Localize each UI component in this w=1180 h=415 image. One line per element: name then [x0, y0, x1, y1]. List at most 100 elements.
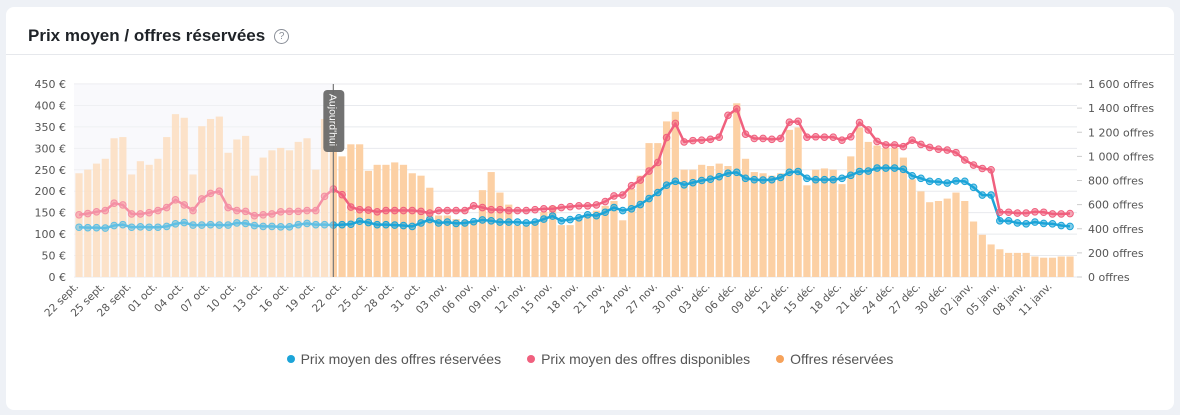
- bar-reserved-offers: [443, 215, 451, 277]
- point-available-price: [873, 137, 881, 146]
- bar-reserved-offers: [575, 219, 583, 277]
- point-reserved-price: [355, 217, 364, 226]
- point-reserved-price: [294, 220, 303, 229]
- point-reserved-price: [224, 221, 232, 229]
- point-available-price: [575, 202, 583, 210]
- point-available-price: [917, 140, 925, 149]
- point-reserved-price: [697, 176, 706, 185]
- point-available-price: [794, 117, 802, 126]
- bar-reserved-offers: [794, 127, 802, 277]
- bar-reserved-offers: [996, 249, 1004, 277]
- point-available-price: [864, 126, 873, 134]
- point-reserved-price: [917, 174, 925, 183]
- point-available-price: [75, 211, 83, 219]
- point-available-price: [750, 134, 759, 143]
- point-reserved-price: [83, 223, 92, 232]
- legend-item-available-price[interactable]: Prix moyen des offres disponibles: [527, 351, 750, 367]
- bar-reserved-offers: [566, 225, 574, 277]
- point-reserved-price: [320, 220, 329, 229]
- bar-reserved-offers: [908, 179, 916, 277]
- bar-reserved-offers: [689, 169, 697, 277]
- point-reserved-price: [1022, 220, 1030, 228]
- bar-reserved-offers: [478, 190, 487, 277]
- point-available-price: [487, 205, 495, 214]
- y-left-tick-label: 450 €: [35, 78, 67, 91]
- point-reserved-price: [259, 222, 267, 231]
- bar-reserved-offers: [1057, 256, 1065, 277]
- point-available-price: [908, 136, 916, 144]
- point-reserved-price: [908, 171, 916, 180]
- point-reserved-price: [452, 219, 460, 228]
- point-reserved-price: [241, 219, 250, 228]
- point-available-price: [671, 119, 680, 128]
- y-left-tick-label: 50 €: [42, 250, 67, 263]
- point-reserved-price: [233, 219, 241, 227]
- bar-reserved-offers: [706, 166, 715, 277]
- point-available-price: [426, 209, 434, 217]
- point-reserved-price: [487, 217, 495, 225]
- point-available-price: [583, 202, 592, 210]
- point-available-price: [1057, 210, 1066, 218]
- point-reserved-price: [1039, 219, 1048, 228]
- question-circle-icon[interactable]: ?: [274, 28, 290, 44]
- point-reserved-price: [724, 169, 732, 178]
- point-reserved-price: [469, 217, 478, 226]
- point-reserved-price: [75, 223, 83, 232]
- point-reserved-price: [952, 177, 960, 185]
- point-available-price: [882, 141, 890, 149]
- bar-reserved-offers: [812, 169, 820, 277]
- point-reserved-price: [689, 178, 697, 187]
- bar-reserved-offers: [92, 163, 101, 277]
- bar-reserved-offers: [1005, 252, 1013, 277]
- point-reserved-price: [618, 206, 627, 215]
- bar-reserved-offers: [505, 204, 513, 277]
- point-reserved-price: [785, 168, 794, 177]
- legend-item-reserved-price[interactable]: Prix moyen des offres réservées: [286, 351, 502, 367]
- point-available-price: [338, 190, 346, 199]
- point-available-price: [443, 206, 452, 215]
- point-reserved-price: [382, 220, 390, 229]
- point-reserved-price: [671, 177, 680, 186]
- point-reserved-price: [373, 220, 381, 229]
- y-right-tick-label: 0 offres: [1088, 271, 1130, 284]
- bar-reserved-offers: [1031, 256, 1039, 277]
- bar-reserved-offers: [978, 234, 986, 277]
- point-available-price: [233, 206, 241, 215]
- point-reserved-price: [890, 164, 899, 172]
- bar-reserved-offers: [943, 198, 951, 277]
- point-reserved-price: [189, 221, 197, 229]
- legend-dot-icon: [776, 355, 785, 363]
- bar-reserved-offers: [461, 220, 469, 277]
- bar-reserved-offers: [969, 221, 978, 277]
- past-period-overlay: [74, 84, 334, 277]
- legend-label: Prix moyen des offres réservées: [300, 351, 502, 367]
- point-available-price: [382, 206, 390, 215]
- point-reserved-price: [803, 174, 811, 183]
- y-left-tick-label: 100 €: [35, 228, 67, 241]
- point-reserved-price: [610, 203, 618, 212]
- point-reserved-price: [978, 191, 987, 199]
- point-available-price: [1031, 208, 1039, 216]
- point-reserved-price: [180, 218, 189, 227]
- point-available-price: [83, 209, 92, 218]
- point-available-price: [689, 136, 697, 145]
- point-available-price: [636, 176, 645, 184]
- bar-reserved-offers: [636, 175, 644, 277]
- point-available-price: [680, 138, 688, 146]
- point-reserved-price: [601, 208, 610, 217]
- point-reserved-price: [680, 180, 688, 189]
- point-available-price: [785, 118, 794, 126]
- point-available-price: [241, 207, 250, 216]
- point-reserved-price: [794, 167, 802, 176]
- point-available-price: [934, 145, 943, 153]
- point-reserved-price: [566, 215, 574, 224]
- bar-reserved-offers: [513, 225, 522, 277]
- point-available-price: [504, 206, 513, 215]
- point-reserved-price: [338, 220, 346, 229]
- point-available-price: [434, 206, 443, 215]
- point-available-price: [987, 165, 995, 174]
- legend-item-reserved-offers[interactable]: Offres réservées: [776, 351, 893, 367]
- bar-reserved-offers: [1066, 256, 1074, 277]
- bar-reserved-offers: [847, 156, 855, 277]
- point-available-price: [645, 167, 653, 175]
